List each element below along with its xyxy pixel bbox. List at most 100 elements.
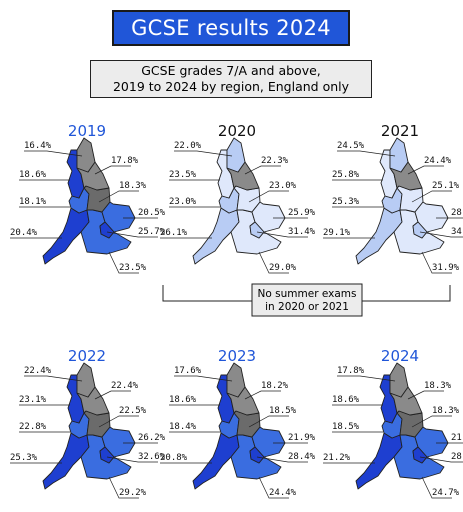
map-panel-2022: 2022 22.4% 23.1% 22.4% 22.8% 22.5% 26.2% 32.6% 2… [10,347,166,499]
leader-line-em [248,415,289,428]
region-london [249,446,265,464]
value-label-nw: 18.6% [332,395,360,405]
subtitle: GCSE grades 7/A and above, 2019 to 2024 … [90,60,372,98]
value-label-ne: 16.4% [24,141,52,151]
value-label-yh: 17.8% [111,156,139,166]
value-label-sw: 20.4% [10,228,38,238]
value-label-yh: 18.2% [261,381,289,391]
leader-line-ne [337,150,396,157]
value-label-ee: 28.5% [451,208,463,218]
value-label-se: 31.9% [432,263,460,273]
value-label-nw: 18.6% [169,395,197,405]
value-label-nw: 23.5% [169,170,197,180]
value-label-ee: 20.5% [138,208,166,218]
region-ne [226,362,246,398]
leader-line-em [411,190,452,203]
region-ne [389,362,409,398]
value-label-wm: 18.4% [169,422,197,432]
subtitle-line-2: 2019 to 2024 by region, England only [112,79,350,94]
value-label-london: 32.6% [138,452,166,462]
value-label-wm: 18.5% [332,422,360,432]
map-panel-2024: 2024 17.8% 18.6% 18.3% 18.5% 18.3% 21.4% 28.5% 2… [323,347,463,499]
leader-line-se [421,476,452,499]
value-label-ee: 21.4% [451,433,463,443]
value-label-london: 28.5% [451,452,463,462]
page-title: GCSE results 2024 [112,10,350,46]
region-london [99,446,115,464]
map-panel-2021: 2021 24.5% 25.8% 24.4% 25.3% 25.1% 28.5% 34.5% 2… [323,122,463,274]
value-label-sw: 21.2% [323,453,351,463]
no-exams-note: No summer exams in 2020 or 2021 [162,283,451,317]
region-london [99,221,115,239]
leader-line-london [106,231,158,238]
value-label-se: 29.2% [119,488,147,498]
year-heading-2020: 2020 [218,122,256,140]
leader-line-yh [94,165,131,175]
value-label-ne: 22.0% [174,141,202,151]
subtitle-line-1: GCSE grades 7/A and above, [141,63,321,78]
value-label-em: 22.5% [119,406,147,416]
value-label-london: 34.5% [451,227,463,237]
value-label-wm: 22.8% [19,422,47,432]
leader-line-ne [337,375,396,382]
value-label-nw: 25.8% [332,170,360,180]
value-label-sw: 25.3% [10,453,38,463]
value-label-london: 25.7% [138,227,166,237]
value-label-yh: 22.4% [111,381,139,391]
value-label-yh: 22.3% [261,156,289,166]
value-label-em: 23.0% [269,181,297,191]
leader-line-ne [24,375,83,382]
value-label-wm: 18.1% [19,197,47,207]
value-label-nw: 18.6% [19,170,47,180]
value-label-london: 31.4% [288,227,316,237]
value-label-ne: 24.5% [337,141,365,151]
map-panel-2023: 2023 17.6% 18.6% 18.2% 18.4% 18.5% 21.9% 28.4% 2… [160,347,316,499]
value-label-se: 24.7% [432,488,460,498]
leader-line-se [108,251,139,274]
map-panel-2020: 2020 22.0% 23.5% 22.3% 23.0% 23.0% 25.9% 31.4% 2… [160,122,316,274]
value-label-em: 25.1% [432,181,460,191]
leader-line-london [419,456,463,463]
leader-line-se [421,251,452,274]
value-label-sw: 29.1% [323,228,351,238]
leader-line-yh [407,390,444,400]
leader-line-em [98,415,139,428]
year-heading-2019: 2019 [68,122,106,140]
leader-line-ne [174,375,233,382]
value-label-em: 18.3% [119,181,147,191]
value-label-em: 18.3% [432,406,460,416]
leader-line-ne [24,150,83,157]
leader-line-london [256,231,308,238]
region-ne [76,362,96,398]
leader-line-yh [244,165,281,175]
value-label-yh: 18.3% [424,381,452,391]
region-london [412,221,428,239]
region-ne [226,137,246,173]
value-label-yh: 24.4% [424,156,452,166]
region-ne [389,137,409,173]
value-label-ne: 22.4% [24,366,52,376]
region-london [249,221,265,239]
value-label-ne: 17.6% [174,366,202,376]
year-heading-2021: 2021 [381,122,419,140]
leader-line-london [106,456,158,463]
value-label-ee: 25.9% [288,208,316,218]
map-panel-2019: 2019 16.4% 18.6% 17.8% 18.1% 18.3% 20.5% 25.7% 2… [10,122,166,274]
leader-line-ne [174,150,233,157]
value-label-sw: 26.1% [160,228,188,238]
leader-line-london [256,456,308,463]
value-label-se: 29.0% [269,263,297,273]
value-label-sw: 20.8% [160,453,188,463]
value-label-wm: 25.3% [332,197,360,207]
value-label-nw: 23.1% [19,395,47,405]
year-heading-2023: 2023 [218,347,256,365]
leader-line-london [419,231,463,238]
value-label-se: 23.5% [119,263,147,273]
year-heading-2022: 2022 [68,347,106,365]
leader-line-em [411,415,452,428]
year-heading-2024: 2024 [381,347,419,365]
note-line-1: No summer exams [258,288,357,300]
value-label-se: 24.4% [269,488,297,498]
leader-line-yh [94,390,131,400]
